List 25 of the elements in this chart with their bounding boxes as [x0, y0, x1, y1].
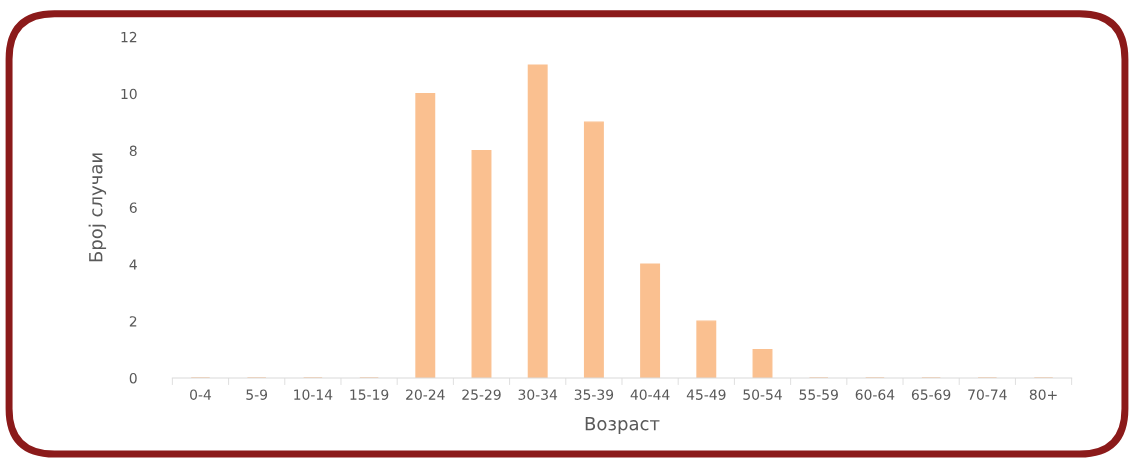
y-tick-label: 8: [129, 145, 137, 157]
x-axis-title: Возраст: [585, 417, 660, 434]
x-tick-label: 30-34: [518, 389, 558, 400]
y-tick-label: 10: [121, 88, 137, 100]
x-tick-label: 55-59: [799, 389, 838, 400]
y-tick-label: 2: [129, 316, 137, 327]
x-tick-label: 65-69: [911, 389, 951, 400]
x-tick-label: 70-74: [968, 389, 1007, 400]
x-tick-label: 5-9: [246, 389, 268, 400]
x-tick-label: 10-14: [294, 389, 333, 400]
x-tick-label: 60-64: [855, 389, 895, 400]
y-tick-label: 0: [129, 372, 137, 384]
y-tick-label: 12: [121, 31, 137, 43]
x-tick-label: 40-44: [630, 389, 670, 400]
x-tick-label: 35-39: [574, 389, 614, 400]
x-tick-label: 20-24: [406, 389, 445, 400]
y-axis-title: Број случаи: [88, 153, 107, 262]
x-tick-label: 0-4: [190, 389, 212, 400]
x-tick-label: 45-49: [686, 389, 726, 400]
x-tick-label: 80+: [1029, 389, 1057, 400]
x-tick-label: 25-29: [462, 389, 501, 400]
y-tick-label: 4: [129, 259, 137, 270]
x-tick-label: 15-19: [350, 389, 389, 400]
x-tick-label: 50-54: [743, 389, 782, 400]
y-tick-label: 6: [129, 202, 137, 213]
